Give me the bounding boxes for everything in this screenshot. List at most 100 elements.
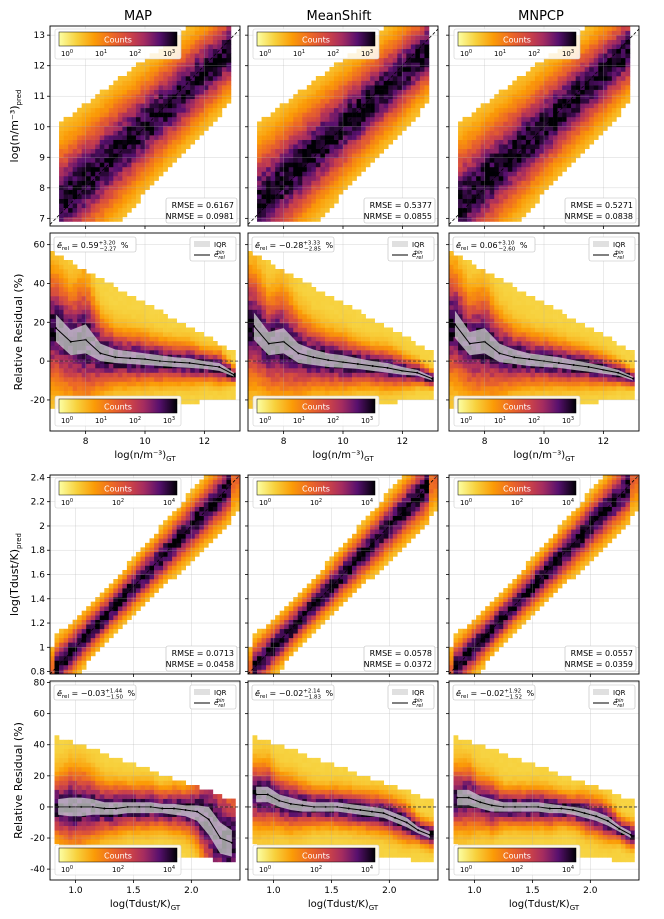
heatmap-cell [126, 327, 132, 333]
heatmap-cell [126, 166, 132, 172]
heatmap-cell [176, 354, 182, 360]
heatmap-cell [419, 377, 425, 382]
heatmap-cell [279, 354, 285, 360]
heatmap-cell [557, 107, 563, 113]
heatmap-cell [208, 112, 214, 118]
heatmap-cell [279, 372, 285, 378]
heatmap-cell [95, 189, 101, 195]
heatmap-cell [284, 390, 290, 396]
heatmap-cell [525, 203, 531, 209]
heatmap-cell [406, 71, 412, 77]
heatmap-cell [566, 62, 572, 68]
heatmap-cell [485, 212, 491, 218]
heatmap-cell [467, 203, 472, 209]
heatmap-cell [379, 139, 385, 145]
heatmap-cell [113, 130, 119, 136]
heatmap-cell [320, 107, 326, 113]
heatmap-cell [388, 107, 394, 113]
heatmap-cell [516, 198, 522, 204]
heatmap-cell [383, 66, 389, 72]
heatmap-cell [315, 116, 321, 122]
heatmap-cell [374, 98, 380, 104]
heatmap-cell [388, 71, 394, 77]
heatmap-cell [370, 80, 375, 86]
heatmap-cell [428, 390, 434, 396]
heatmap-cell [530, 121, 536, 127]
heatmap-cell [374, 126, 380, 131]
heatmap-cell [95, 300, 101, 306]
heatmap-cell [172, 57, 177, 63]
heatmap-cell [54, 350, 60, 355]
heatmap-cell [266, 291, 271, 297]
heatmap-cell [580, 126, 586, 131]
heatmap-cell [172, 76, 177, 81]
heatmap-cell [507, 153, 513, 159]
heatmap-cell [266, 171, 271, 177]
heatmap-cell [113, 212, 119, 218]
heatmap-cell [392, 135, 398, 140]
heatmap-cell [415, 53, 421, 59]
heatmap-cell [329, 144, 335, 150]
heatmap-cell [190, 112, 196, 118]
heatmap-cell [352, 62, 357, 68]
heatmap-cell [392, 130, 398, 136]
heatmap-cell [525, 180, 531, 186]
heatmap-cell [50, 264, 55, 270]
heatmap-cell [607, 80, 613, 86]
heatmap-cell [584, 89, 590, 95]
heatmap-cell [122, 85, 128, 90]
heatmap-cell [343, 341, 348, 346]
heatmap-cell [163, 386, 168, 391]
heatmap-cell [86, 107, 92, 113]
heatmap-cell [379, 359, 385, 364]
heatmap-cell [221, 390, 227, 396]
heatmap-cell [99, 166, 105, 172]
heatmap-cell [108, 323, 114, 328]
heatmap-cell [270, 171, 276, 177]
heatmap-cell [462, 189, 468, 195]
heatmap-cell [131, 85, 137, 90]
heatmap-cell [406, 116, 412, 122]
heatmap-cell [172, 62, 177, 68]
heatmap-cell [135, 368, 141, 373]
heatmap-cell [126, 153, 132, 159]
heatmap-cell [270, 189, 276, 195]
heatmap-cell [140, 116, 146, 122]
heatmap-cell [284, 107, 290, 113]
heatmap-cell [122, 368, 128, 373]
heatmap-cell [68, 180, 73, 186]
heatmap-cell [397, 66, 403, 72]
heatmap-cell [226, 381, 232, 387]
heatmap-cell [320, 207, 326, 213]
heatmap-cell [343, 135, 348, 140]
heatmap-cell [593, 44, 599, 50]
heatmap-cell [302, 216, 308, 222]
heatmap-cell [261, 171, 267, 177]
heatmap-cell [343, 318, 348, 324]
heatmap-cell [226, 80, 232, 86]
heatmap-cell [113, 216, 119, 222]
heatmap-cell [419, 350, 425, 355]
heatmap-cell [266, 327, 271, 333]
heatmap-cell [530, 135, 536, 140]
heatmap-cell [104, 139, 110, 145]
heatmap-cell [374, 336, 380, 342]
heatmap-cell [158, 372, 164, 378]
heatmap-cell [598, 94, 604, 100]
heatmap-cell [252, 350, 258, 355]
heatmap-cell [131, 386, 137, 391]
heatmap-cell [90, 203, 96, 209]
heatmap-cell [95, 372, 101, 378]
heatmap-cell [90, 381, 96, 387]
heatmap-cell [471, 194, 477, 200]
heatmap-cell [149, 341, 155, 346]
heatmap-cell [306, 368, 312, 373]
heatmap-cell [343, 144, 348, 150]
heatmap-cell [248, 291, 253, 297]
heatmap-cell [352, 381, 357, 387]
heatmap-cell [347, 305, 353, 310]
heatmap-cell [566, 94, 572, 100]
heatmap-cell [598, 85, 604, 90]
heatmap-cell [199, 354, 205, 360]
heatmap-cell [410, 116, 416, 122]
